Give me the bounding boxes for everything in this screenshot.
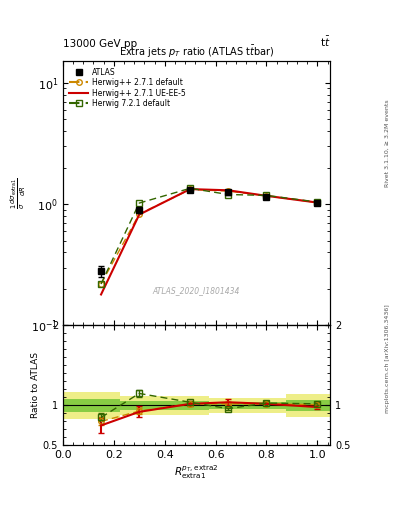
- Y-axis label: Ratio to ATLAS: Ratio to ATLAS: [31, 352, 40, 418]
- Text: Rivet 3.1.10, ≥ 3.2M events: Rivet 3.1.10, ≥ 3.2M events: [385, 99, 389, 187]
- Title: Extra jets $p_T$ ratio (ATLAS t$\bar{t}$bar): Extra jets $p_T$ ratio (ATLAS t$\bar{t}$…: [119, 44, 274, 60]
- Y-axis label: $\frac{1}{\sigma}\frac{d\sigma_{\rm extra1}}{dR}$: $\frac{1}{\sigma}\frac{d\sigma_{\rm extr…: [9, 178, 28, 209]
- Legend: ATLAS, Herwig++ 2.7.1 default, Herwig++ 2.7.1 UE-EE-5, Herwig 7.2.1 default: ATLAS, Herwig++ 2.7.1 default, Herwig++ …: [67, 65, 188, 111]
- Text: mcplots.cern.ch [arXiv:1306.3436]: mcplots.cern.ch [arXiv:1306.3436]: [385, 304, 389, 413]
- Text: ATLAS_2020_I1801434: ATLAS_2020_I1801434: [153, 287, 240, 295]
- X-axis label: $R_{\rm extra1}^{p_T,\rm extra2}$: $R_{\rm extra1}^{p_T,\rm extra2}$: [174, 463, 219, 481]
- Text: 13000 GeV pp: 13000 GeV pp: [63, 38, 137, 49]
- Text: t$\bar{t}$: t$\bar{t}$: [320, 34, 330, 49]
